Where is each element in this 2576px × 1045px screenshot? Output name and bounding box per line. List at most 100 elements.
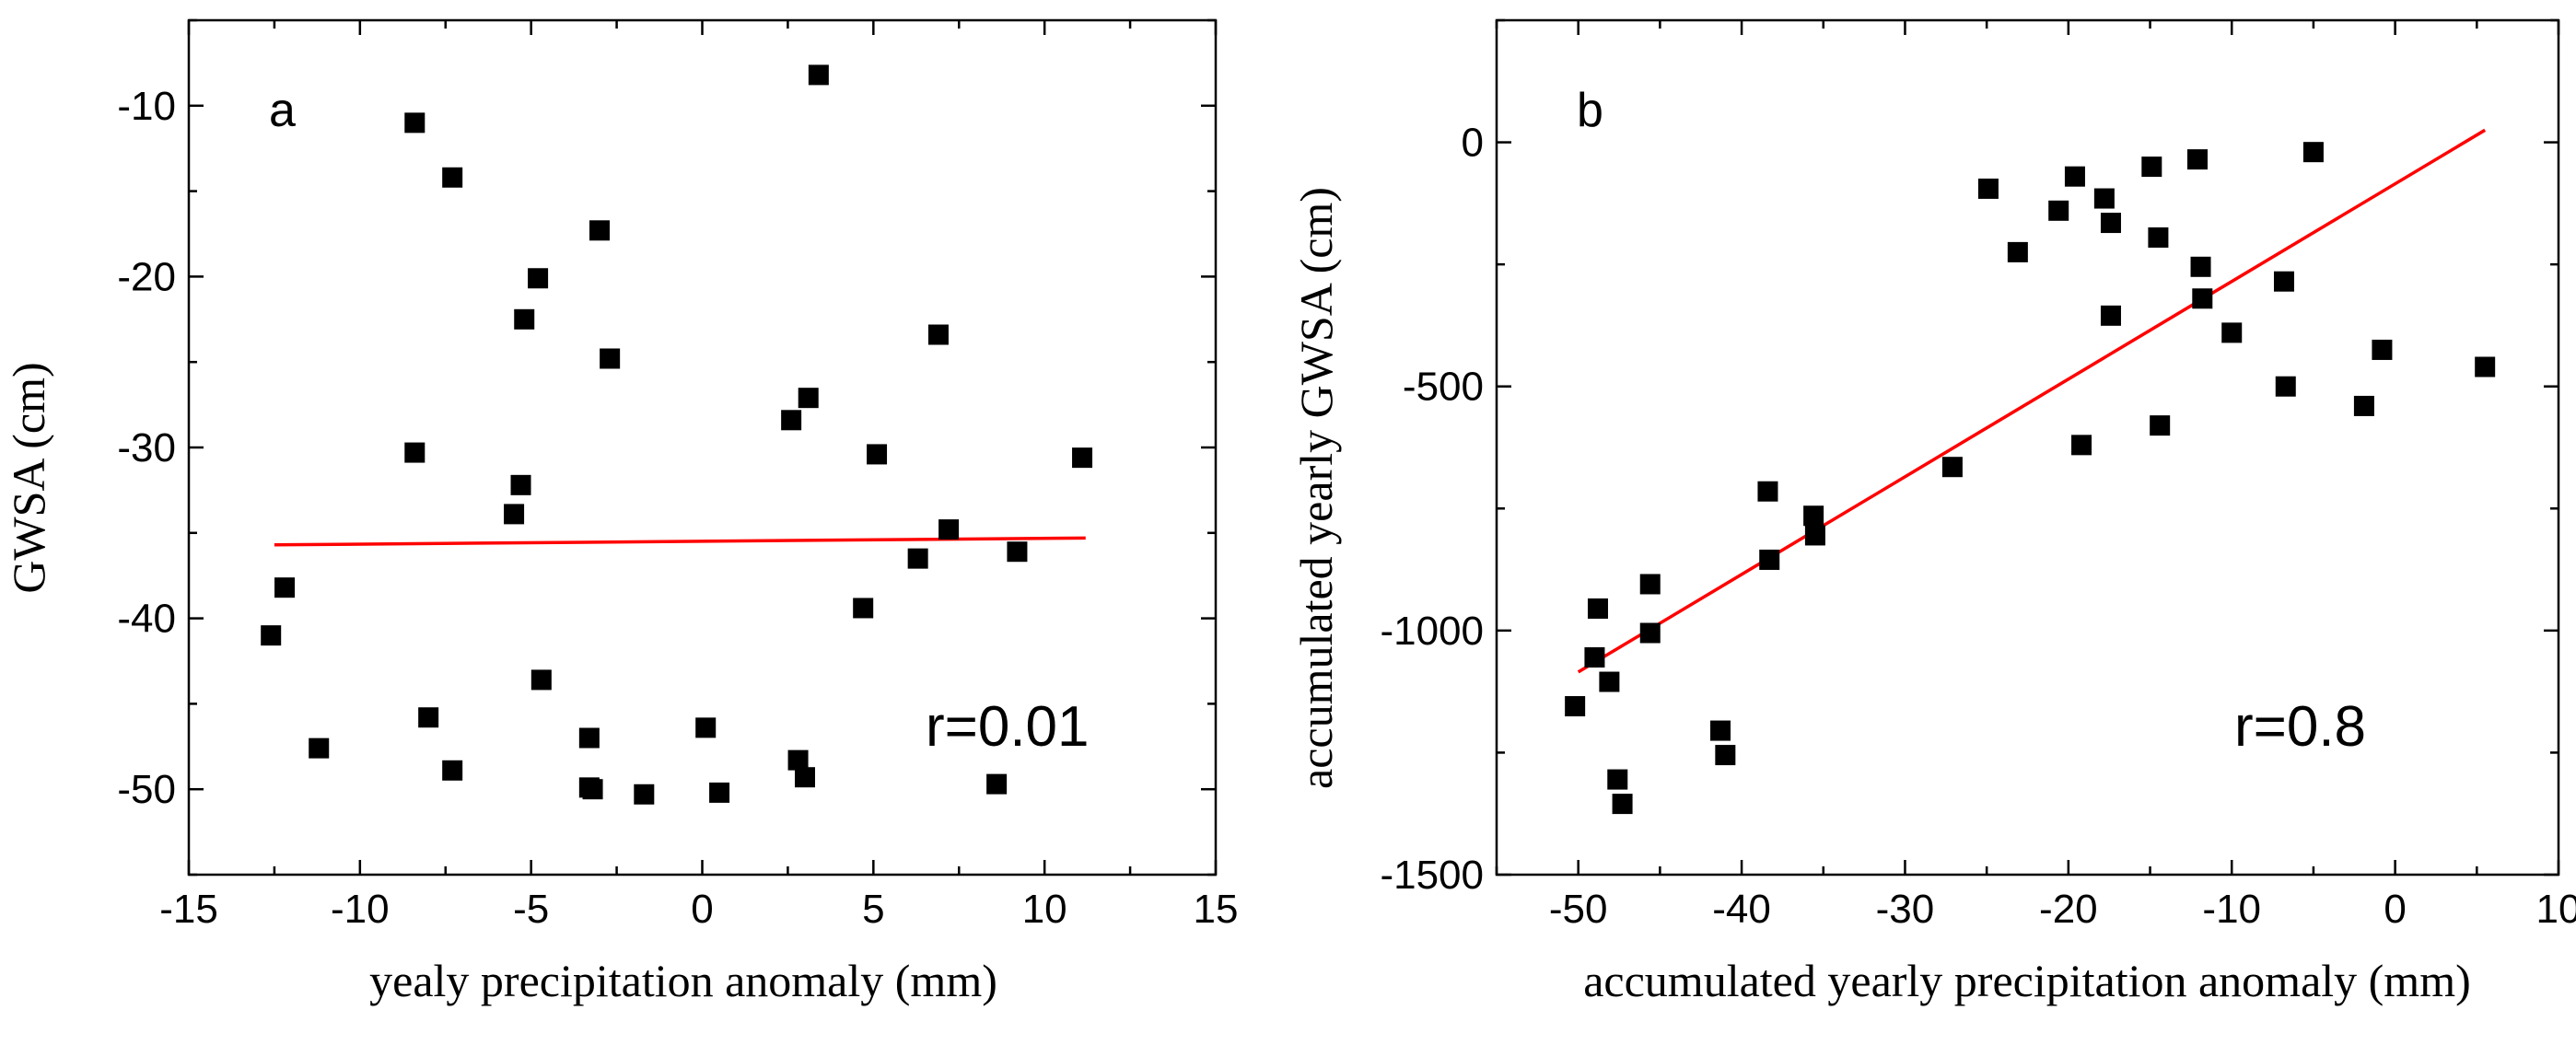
panel-a-x-tick-label: 15 (1194, 887, 1239, 932)
panel-a-data-point (600, 348, 621, 369)
panel-a-data-point (781, 410, 802, 431)
panel-b-data-point (2093, 188, 2115, 209)
panel-b-y-axis-label: accumulated yearly GWSA (cm) (1290, 187, 1342, 789)
panel-a-label: a (269, 84, 296, 137)
panel-a-data-point (578, 727, 600, 749)
panel-a-y-tick-label: -30 (117, 425, 176, 470)
panel-b-x-tick-label: -10 (2202, 887, 2261, 932)
panel-b-data-point (2186, 149, 2208, 170)
panel-b-data-point (1587, 598, 1608, 619)
panel-a-data-point (582, 779, 603, 800)
panel-a-data-point (528, 268, 549, 289)
panel-a-data-point (442, 167, 463, 188)
panel-b-data-point (1710, 720, 1731, 741)
panel-a-data-point (1072, 447, 1093, 469)
panel-b-data-point (1607, 769, 1628, 790)
panel-a-data-point (274, 577, 296, 598)
panel-a-data-point (1007, 541, 1028, 563)
panel-a-data-point (695, 717, 717, 738)
panel-a-data-point (867, 444, 888, 465)
panel-b-data-point (1715, 745, 1736, 766)
panel-a-data-point (853, 598, 874, 619)
panel-b-x-tick-label: -30 (1876, 887, 1935, 932)
panel-b-label: b (1577, 84, 1603, 137)
panel-a-data-point (510, 474, 531, 495)
panel-a-y-axis-label: GWSA (cm) (3, 362, 54, 593)
panel-a-x-tick-label: 5 (862, 887, 884, 932)
panel-b-data-point (2150, 415, 2171, 436)
panel-a-data-point (404, 442, 425, 463)
panel-a-fit-line (274, 536, 1086, 547)
panel-a-y-tick-label: -20 (117, 254, 176, 299)
panel-a-x-tick-label: 0 (691, 887, 713, 932)
panel-b-x-tick-label: 10 (2536, 887, 2576, 932)
panel-a-y-tick-label: -50 (117, 767, 176, 812)
panel-b-y-tick-label: -1500 (1380, 853, 1484, 898)
panel-a-correlation-annotation: r=0.01 (926, 695, 1090, 759)
panel-b-data-point (2221, 322, 2243, 343)
panel-b-data-point (2100, 305, 2121, 326)
panel-b-y-tick-label: 0 (1462, 121, 1484, 166)
panel-a-data-point (309, 737, 330, 759)
panel-b-data-point (1612, 794, 1633, 815)
panel-b-data-point (2192, 288, 2213, 309)
panel-b-data-point (1941, 457, 1963, 478)
panel-a-data-point (261, 625, 282, 646)
panel-b-correlation-annotation: r=0.8 (2234, 695, 2366, 759)
panel-b: accumulated yearly GWSA (cm) accumulated… (1290, 18, 2576, 1006)
panel-b-data-point (1565, 696, 1586, 717)
panel-b-x-tick-label: -40 (1712, 887, 1771, 932)
panel-b-x-tick-label: -50 (1549, 887, 1608, 932)
panel-a-data-point (514, 308, 535, 330)
panel-b-data-point (2353, 395, 2374, 416)
panel-a-data-point (442, 760, 463, 781)
panel-a-x-tick-label: -15 (159, 887, 218, 932)
panel-a-data-point (808, 64, 829, 86)
panel-b-data-point (2071, 435, 2092, 456)
panel-b-data-point (2372, 339, 2393, 360)
panel-a-data-point (787, 749, 809, 771)
panel-b-y-tick-label: -500 (1403, 365, 1484, 410)
panel-b-data-point (2190, 256, 2211, 277)
panel-b-data-point (2148, 226, 2169, 248)
panel-b-data-point (1759, 549, 1780, 570)
panel-a-x-axis-label: yealy precipitation anomaly (mm) (369, 955, 997, 1006)
panel-b-fit-line (1577, 128, 2487, 674)
panel-b-data-point (2302, 142, 2324, 163)
panel-a-data-point (404, 112, 425, 134)
panel-b-data-point (1639, 622, 1661, 644)
panel-a-x-tick-label: -5 (513, 887, 549, 932)
panel-a-x-tick-label: 10 (1022, 887, 1067, 932)
panel-b-data-point (2100, 213, 2121, 234)
panel-a-y-tick-label: -10 (117, 84, 176, 129)
panel-a-data-point (530, 669, 552, 691)
panel-b-data-point (2275, 376, 2296, 397)
panel-a-data-point (938, 519, 960, 540)
panel-b-data-point (2007, 241, 2028, 262)
panel-b-data-point (2141, 157, 2162, 178)
panel-a-data-point (795, 767, 815, 788)
panel-b-data-point (2064, 166, 2085, 187)
panel-b-plot-frame (1495, 18, 2560, 877)
panel-b-x-axis-label: accumulated yearly precipitation anomaly… (1583, 955, 2471, 1006)
panel-b-data-point (1804, 525, 1825, 546)
panel-b-x-tick-label: 0 (2384, 887, 2406, 932)
panel-a-x-tick-label: -10 (331, 887, 390, 932)
panel-a-data-point (986, 773, 1008, 795)
panel-b-data-point (1599, 671, 1620, 692)
panel-b-data-point (1639, 574, 1661, 595)
panel-a-data-point (418, 707, 439, 728)
panel-a-data-point (589, 220, 610, 241)
panel-a-data-point (504, 504, 525, 525)
panel-b-data-point (1584, 647, 1605, 668)
panel-a-data-point (907, 548, 928, 569)
panel-a-data-point (798, 388, 819, 409)
panel-a-data-point (709, 782, 730, 803)
panel-b-data-point (1977, 178, 1999, 199)
panel-a: GWSA (cm) yealy precipitation anomaly (m… (3, 18, 1239, 1006)
panel-b-data-point (1757, 481, 1778, 502)
panel-a-data-point (634, 784, 655, 805)
panel-b-data-point (1803, 505, 1824, 527)
panel-b-data-point (2273, 271, 2294, 292)
